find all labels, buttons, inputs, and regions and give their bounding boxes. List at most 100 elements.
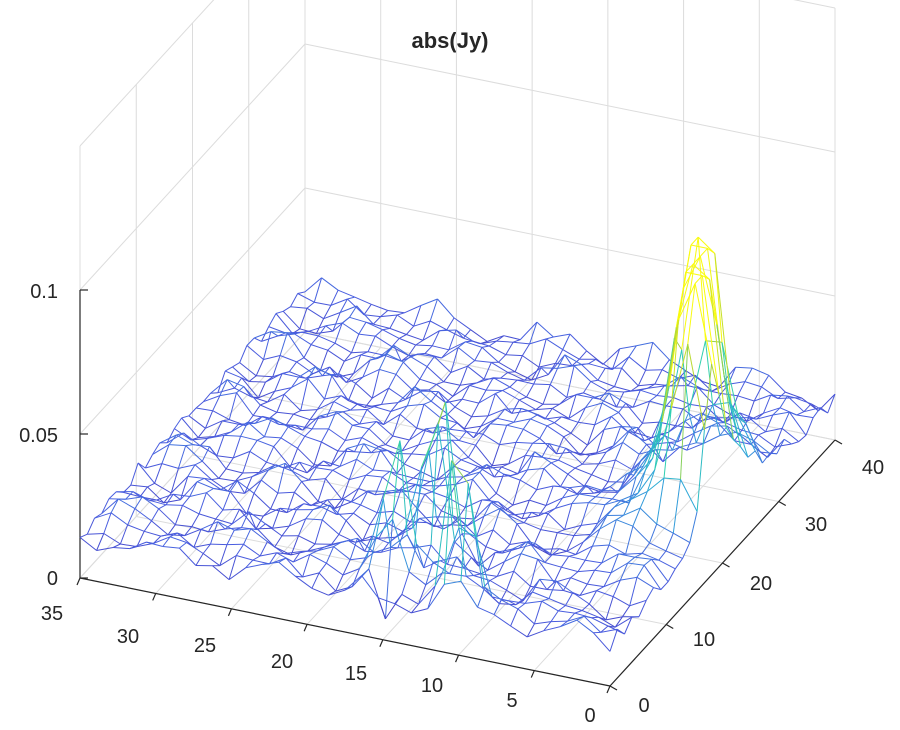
mesh-segment <box>578 350 587 360</box>
mesh-segment <box>638 600 647 617</box>
mesh-segment <box>337 440 346 452</box>
x-axis-line <box>79 577 611 687</box>
mesh-segment <box>271 417 289 428</box>
mesh-segment <box>444 580 461 585</box>
mesh-segment <box>643 558 652 566</box>
mesh-segment <box>540 513 549 530</box>
y-tick-mark <box>834 439 843 445</box>
mesh-segment <box>165 504 183 506</box>
mesh-segment <box>495 390 503 394</box>
mesh-segment <box>204 477 212 481</box>
mesh-segment <box>666 405 683 410</box>
mesh-segment <box>362 368 380 378</box>
mesh-segment <box>551 459 559 464</box>
mesh-segment <box>231 511 250 525</box>
mesh-segment <box>549 368 558 385</box>
mesh-segment <box>621 367 639 387</box>
mesh-segment <box>514 511 532 516</box>
mesh-segment <box>273 446 291 468</box>
mesh-segment <box>627 556 636 564</box>
mesh-segment <box>242 472 260 474</box>
mesh-segment <box>166 432 184 444</box>
mesh-segment <box>270 331 279 337</box>
mesh-segment <box>767 438 785 458</box>
mesh-segment <box>347 540 365 552</box>
mesh-segment <box>491 444 500 466</box>
mesh-segment <box>241 377 259 399</box>
axes <box>76 289 843 694</box>
mesh-segment <box>471 402 480 417</box>
mesh-segment <box>555 503 573 509</box>
mesh-segment <box>562 349 580 360</box>
mesh-segment <box>432 345 450 351</box>
mesh-segment <box>322 366 331 377</box>
mesh-segment <box>539 425 548 439</box>
mesh-segment <box>253 492 271 510</box>
mesh-segment <box>595 490 604 498</box>
mesh-segment <box>373 323 391 329</box>
mesh-segment <box>278 557 287 563</box>
mesh-segment <box>474 347 483 361</box>
mesh-segment <box>519 479 537 491</box>
mesh-segment <box>487 408 505 417</box>
mesh-segment <box>568 555 586 561</box>
mesh-segment <box>581 454 590 465</box>
mesh-segment <box>600 628 618 633</box>
mesh-segment <box>667 568 676 582</box>
mesh-segment <box>438 391 456 408</box>
mesh-segment <box>517 603 526 610</box>
mesh-segment <box>713 393 722 406</box>
mesh-segment <box>181 417 199 438</box>
mesh-segment <box>701 412 719 424</box>
mesh-segment <box>541 443 550 458</box>
mesh-segment <box>224 527 242 530</box>
mesh-segment <box>587 424 596 446</box>
mesh-segment <box>415 484 433 493</box>
mesh-segment <box>369 512 378 526</box>
mesh-segment <box>515 428 524 443</box>
mesh-segment <box>442 572 450 575</box>
grid-line <box>793 0 836 9</box>
mesh-segment <box>277 491 295 494</box>
mesh-segment <box>404 466 423 530</box>
mesh-segment <box>689 511 698 543</box>
mesh-segment <box>672 446 680 451</box>
mesh-segment <box>697 237 706 341</box>
mesh-segment <box>172 493 181 501</box>
mesh-segment <box>365 321 383 331</box>
mesh-segment <box>423 400 432 405</box>
mesh-segment <box>493 614 511 627</box>
mesh-segment <box>259 541 268 557</box>
mesh-segment <box>327 342 336 351</box>
mesh-segment <box>255 359 264 377</box>
mesh-segment <box>530 418 548 427</box>
mesh-segment <box>325 322 343 327</box>
mesh-segment <box>762 453 771 464</box>
mesh-segment <box>624 617 633 635</box>
mesh-segment <box>174 505 183 525</box>
mesh-segment <box>217 521 235 531</box>
mesh-segment <box>417 493 426 510</box>
mesh-segment <box>321 277 339 291</box>
mesh-segment <box>316 467 333 471</box>
mesh-segment <box>326 562 344 576</box>
mesh-segment <box>236 480 246 494</box>
mesh-segment <box>371 369 380 399</box>
mesh-segment <box>368 421 377 430</box>
x-tick-mark <box>303 624 308 632</box>
mesh-segment <box>284 462 302 482</box>
mesh-segment <box>313 277 323 303</box>
mesh-segment <box>674 558 684 570</box>
mesh-segment <box>533 545 551 556</box>
mesh-segment <box>292 551 301 563</box>
mesh-segment <box>511 410 529 414</box>
mesh-segment <box>283 393 302 411</box>
mesh-segment <box>752 440 761 453</box>
mesh-segment <box>588 496 597 503</box>
mesh-segment <box>232 362 240 368</box>
mesh-segment <box>553 485 570 489</box>
mesh-segment <box>611 411 619 417</box>
mesh-segment <box>431 491 449 499</box>
mesh-segment <box>623 389 641 393</box>
mesh-segment <box>243 386 261 406</box>
